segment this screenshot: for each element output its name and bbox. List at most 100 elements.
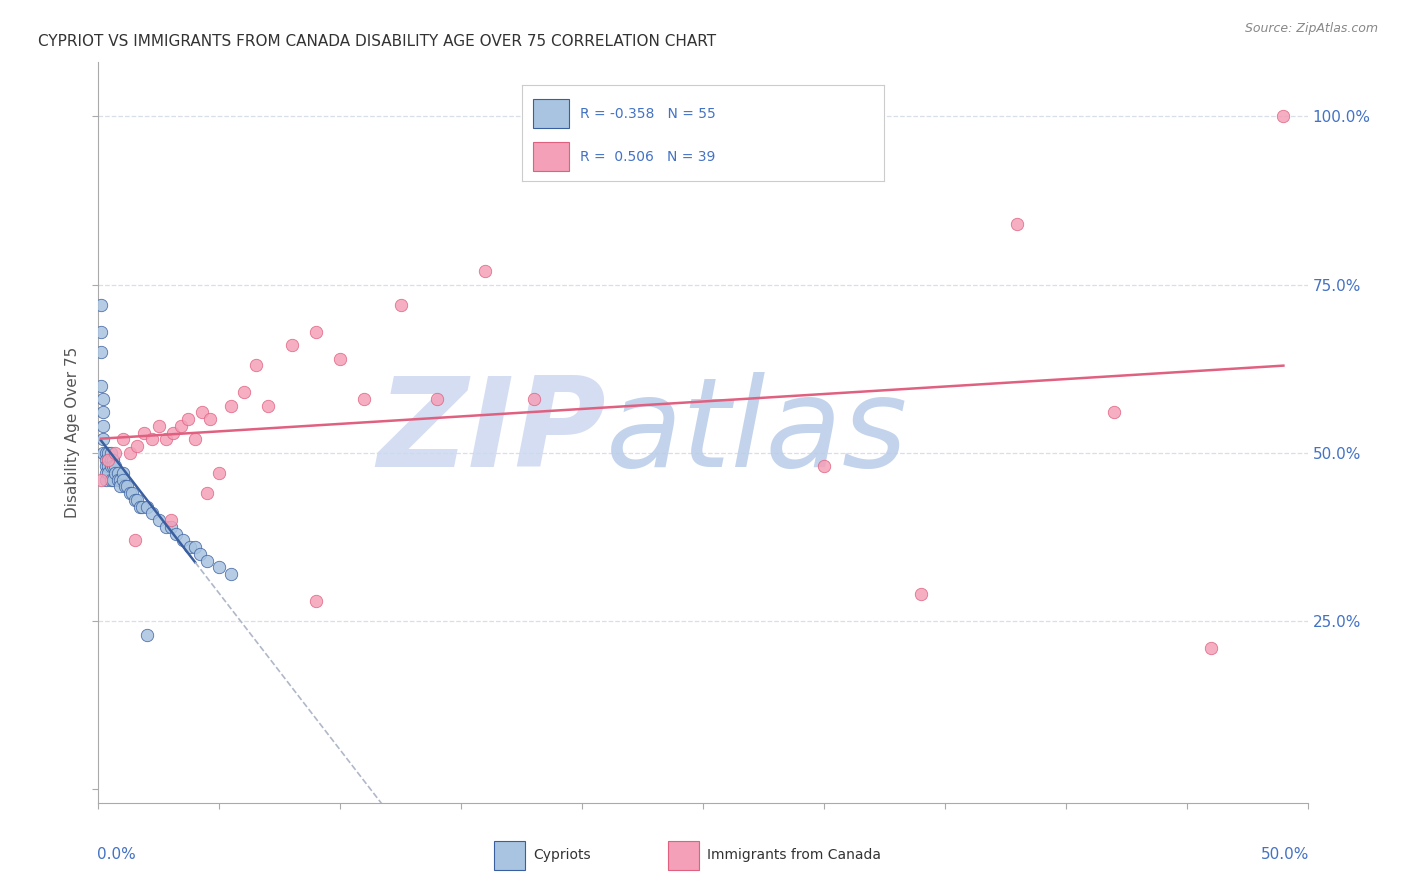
Point	[177, 412, 200, 426]
Point	[111, 473, 134, 487]
Point	[135, 627, 157, 641]
Point	[191, 405, 214, 419]
Point	[1102, 405, 1125, 419]
Point	[134, 425, 156, 440]
Point	[127, 439, 149, 453]
Point	[94, 473, 117, 487]
Point	[523, 392, 546, 406]
Point	[97, 466, 120, 480]
Text: ZIP: ZIP	[378, 372, 606, 493]
Point	[221, 399, 243, 413]
Point	[124, 492, 146, 507]
Point	[111, 433, 134, 447]
Point	[90, 378, 112, 392]
Point	[94, 459, 117, 474]
Point	[195, 486, 218, 500]
Point	[179, 540, 201, 554]
Point	[101, 459, 124, 474]
Point	[128, 500, 150, 514]
Point	[121, 486, 143, 500]
Text: CYPRIOT VS IMMIGRANTS FROM CANADA DISABILITY AGE OVER 75 CORRELATION CHART: CYPRIOT VS IMMIGRANTS FROM CANADA DISABI…	[38, 34, 716, 49]
Point	[101, 452, 124, 467]
Point	[114, 479, 136, 493]
Point	[389, 298, 412, 312]
Point	[305, 594, 328, 608]
Point	[111, 466, 134, 480]
Point	[221, 566, 243, 581]
Point	[118, 486, 141, 500]
Point	[184, 540, 207, 554]
Text: 50.0%: 50.0%	[1260, 847, 1309, 863]
Point	[141, 507, 163, 521]
Point	[329, 351, 352, 366]
Point	[148, 513, 170, 527]
Point	[184, 433, 207, 447]
Point	[162, 425, 184, 440]
Point	[91, 405, 114, 419]
Text: 0.0%: 0.0%	[97, 847, 136, 863]
Point	[813, 459, 835, 474]
Point	[426, 392, 449, 406]
Point	[232, 385, 254, 400]
Point	[188, 547, 211, 561]
Point	[94, 452, 117, 467]
Text: atlas: atlas	[606, 372, 908, 493]
Point	[90, 325, 112, 339]
Point	[90, 298, 112, 312]
Point	[100, 459, 122, 474]
Point	[118, 446, 141, 460]
Point	[97, 446, 120, 460]
Point	[172, 533, 194, 548]
Point	[104, 459, 127, 474]
Point	[104, 446, 127, 460]
Point	[256, 399, 278, 413]
Point	[198, 412, 221, 426]
Point	[195, 553, 218, 567]
Point	[97, 452, 120, 467]
Point	[100, 473, 122, 487]
Point	[131, 500, 153, 514]
Point	[107, 466, 129, 480]
Point	[97, 459, 120, 474]
Point	[108, 473, 131, 487]
Point	[165, 526, 187, 541]
Point	[91, 446, 114, 460]
Point	[160, 520, 183, 534]
Point	[91, 418, 114, 433]
Point	[155, 520, 177, 534]
Point	[100, 446, 122, 460]
Point	[107, 473, 129, 487]
Point	[155, 433, 177, 447]
Point	[353, 392, 375, 406]
Point	[117, 479, 139, 493]
Text: Source: ZipAtlas.com: Source: ZipAtlas.com	[1244, 22, 1378, 36]
Point	[141, 433, 163, 447]
Point	[124, 533, 146, 548]
Point	[91, 392, 114, 406]
Point	[94, 466, 117, 480]
Point	[108, 479, 131, 493]
Point	[127, 492, 149, 507]
Y-axis label: Disability Age Over 75: Disability Age Over 75	[65, 347, 80, 518]
Point	[169, 418, 191, 433]
Point	[91, 433, 114, 447]
Point	[101, 473, 124, 487]
Point	[474, 264, 496, 278]
Point	[100, 452, 122, 467]
Point	[104, 466, 127, 480]
Point	[135, 500, 157, 514]
Point	[910, 587, 932, 601]
Point	[1007, 217, 1029, 231]
Point	[94, 446, 117, 460]
Point	[208, 466, 231, 480]
Point	[305, 325, 328, 339]
Point	[1199, 640, 1222, 655]
Point	[148, 418, 170, 433]
Point	[281, 338, 304, 352]
Point	[208, 560, 231, 574]
Point	[90, 473, 112, 487]
Point	[90, 344, 112, 359]
Point	[245, 359, 267, 373]
Point	[1272, 109, 1295, 123]
Point	[160, 513, 183, 527]
